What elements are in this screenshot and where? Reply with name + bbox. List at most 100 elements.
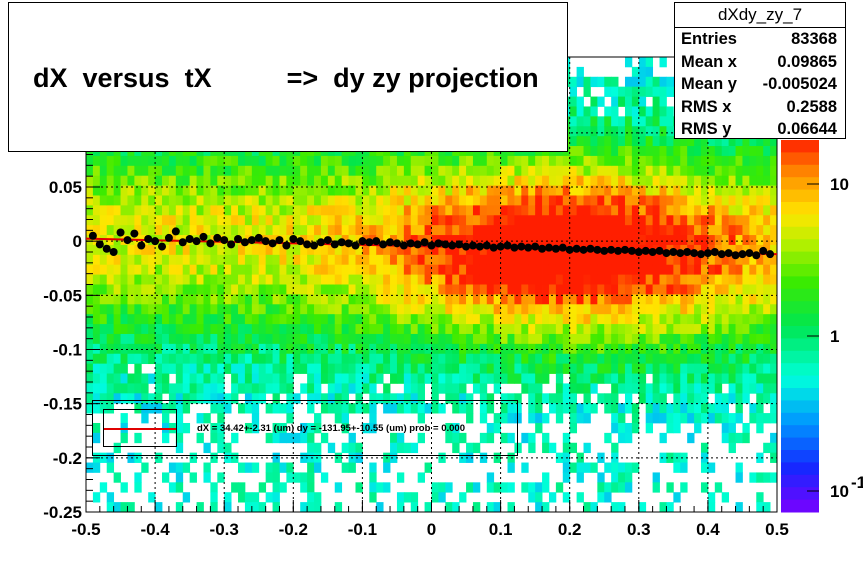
heatmap-cell bbox=[148, 274, 156, 285]
heatmap-cell bbox=[279, 403, 287, 414]
heatmap-cell bbox=[113, 353, 121, 365]
heatmap-cell bbox=[472, 442, 481, 454]
heatmap-cell bbox=[618, 324, 626, 335]
heatmap-cell bbox=[265, 432, 273, 444]
heatmap-cell bbox=[604, 106, 612, 117]
heatmap-cell bbox=[707, 383, 716, 394]
heatmap-cell bbox=[244, 264, 253, 276]
heatmap-cell bbox=[521, 185, 529, 196]
heatmap-cell bbox=[749, 244, 757, 256]
heatmap-cell bbox=[396, 403, 405, 414]
heatmap-cell bbox=[500, 482, 508, 493]
heatmap-cell bbox=[272, 403, 280, 414]
heatmap-cell bbox=[659, 324, 667, 335]
heatmap-cell bbox=[396, 343, 405, 355]
heatmap-cell bbox=[286, 314, 294, 325]
profile-point bbox=[254, 233, 263, 242]
y-tick-label: -0.15 bbox=[43, 395, 82, 414]
heatmap-cell bbox=[410, 304, 419, 315]
heatmap-cell bbox=[168, 304, 177, 315]
heatmap-cell bbox=[700, 235, 709, 246]
heatmap-cell bbox=[652, 215, 660, 226]
heatmap-cell bbox=[362, 274, 370, 285]
heatmap-cell bbox=[244, 195, 253, 206]
heatmap-cell bbox=[597, 146, 605, 157]
heatmap-cell bbox=[479, 324, 488, 335]
heatmap-cell bbox=[500, 175, 508, 186]
heatmap-cell bbox=[327, 205, 336, 216]
heatmap-cell bbox=[106, 165, 115, 177]
heatmap-cell bbox=[314, 185, 322, 196]
heatmap-cell bbox=[569, 136, 578, 147]
heatmap-cell bbox=[106, 195, 115, 206]
heatmap-cell bbox=[244, 165, 253, 177]
heatmap-cell bbox=[756, 294, 764, 305]
heatmap-cell bbox=[742, 225, 750, 236]
profile-point bbox=[178, 238, 187, 247]
heatmap-cell bbox=[673, 136, 681, 147]
heatmap-cell bbox=[521, 333, 529, 345]
heatmap-cell bbox=[548, 215, 557, 226]
palette-step bbox=[781, 363, 819, 377]
heatmap-cell bbox=[700, 462, 709, 473]
heatmap-cell bbox=[410, 502, 419, 513]
heatmap-cell bbox=[396, 502, 405, 513]
heatmap-cell bbox=[155, 304, 163, 315]
heatmap-cell bbox=[548, 353, 557, 365]
heatmap-cell bbox=[700, 383, 709, 394]
heatmap-cell bbox=[618, 403, 626, 414]
heatmap-cell bbox=[680, 146, 688, 157]
heatmap-cell bbox=[673, 215, 681, 226]
heatmap-cell bbox=[611, 482, 619, 493]
heatmap-cell bbox=[141, 215, 149, 226]
heatmap-cell bbox=[493, 363, 501, 374]
heatmap-cell bbox=[314, 383, 322, 394]
heatmap-cell bbox=[196, 284, 204, 295]
heatmap-cell bbox=[569, 284, 578, 295]
heatmap-cell bbox=[735, 185, 743, 196]
heatmap-cell bbox=[148, 324, 156, 335]
heatmap-cell bbox=[403, 165, 412, 177]
heatmap-cell bbox=[99, 393, 108, 404]
heatmap-cell bbox=[182, 244, 191, 256]
heatmap-cell bbox=[334, 403, 343, 414]
heatmap-cell bbox=[210, 363, 218, 374]
heatmap-cell bbox=[687, 195, 695, 206]
heatmap-cell bbox=[113, 304, 121, 315]
heatmap-cell bbox=[445, 432, 453, 444]
heatmap-cell bbox=[583, 274, 591, 285]
heatmap-cell bbox=[756, 452, 764, 463]
heatmap-cell bbox=[182, 492, 191, 503]
heatmap-cell bbox=[652, 116, 660, 127]
heatmap-cell bbox=[286, 373, 294, 384]
heatmap-cell bbox=[238, 353, 246, 365]
heatmap-cell bbox=[493, 373, 501, 384]
heatmap-cell bbox=[756, 422, 764, 434]
heatmap-cell bbox=[431, 244, 439, 256]
heatmap-cell bbox=[735, 254, 743, 266]
heatmap-cell bbox=[542, 393, 550, 404]
heatmap-cell bbox=[452, 502, 460, 513]
heatmap-cell bbox=[507, 363, 515, 374]
heatmap-cell bbox=[168, 482, 177, 493]
heatmap-cell bbox=[106, 462, 115, 473]
palette-step bbox=[781, 499, 819, 513]
heatmap-cell bbox=[196, 393, 204, 404]
heatmap-cell bbox=[493, 235, 501, 246]
heatmap-cell bbox=[424, 225, 432, 236]
heatmap-cell bbox=[341, 393, 349, 404]
heatmap-cell bbox=[749, 472, 757, 483]
heatmap-cell bbox=[217, 274, 225, 285]
heatmap-cell bbox=[452, 215, 460, 226]
heatmap-cell bbox=[624, 76, 633, 88]
heatmap-cell bbox=[673, 393, 681, 404]
heatmap-cell bbox=[86, 274, 94, 285]
heatmap-cell bbox=[631, 462, 640, 473]
profile-point bbox=[282, 241, 291, 250]
heatmap-cell bbox=[148, 373, 156, 384]
heatmap-cell bbox=[618, 254, 626, 266]
heatmap-cell bbox=[514, 225, 522, 236]
heatmap-cell bbox=[714, 205, 723, 216]
heatmap-cell bbox=[728, 393, 736, 404]
heatmap-cell bbox=[334, 185, 343, 196]
